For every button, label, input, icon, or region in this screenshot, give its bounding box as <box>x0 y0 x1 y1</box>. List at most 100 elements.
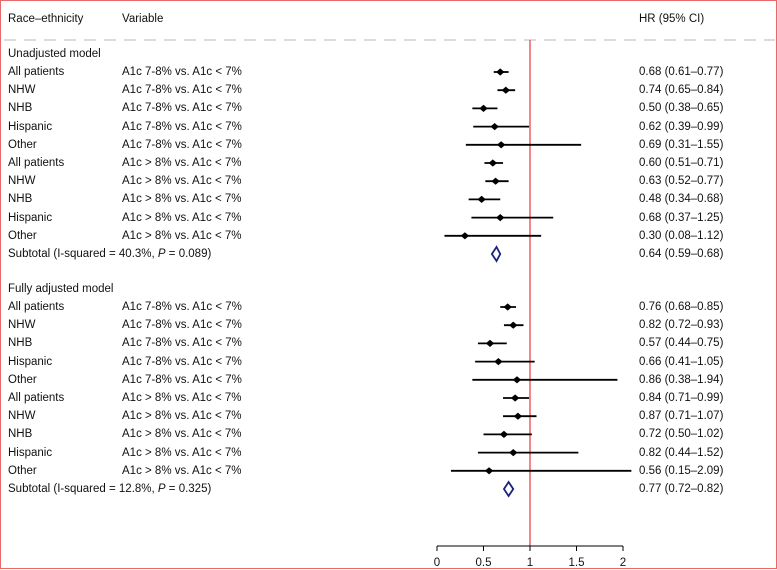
row-variable-label: A1c 7-8% vs. A1c < 7% <box>122 84 242 97</box>
header-variable: Variable <box>122 13 164 25</box>
row-group-label: Hispanic <box>8 120 53 133</box>
subtotal-hr-text: 0.64 (0.59–0.68) <box>639 248 724 260</box>
hr-point <box>460 232 470 240</box>
hr-point <box>485 339 495 347</box>
row-variable-label: A1c 7-8% vs. A1c < 7% <box>122 66 242 78</box>
row-variable-label: A1c 7-8% vs. A1c < 7% <box>122 319 242 332</box>
row-hr-text: 0.68 (0.37–1.25) <box>639 211 724 224</box>
row-group-label: NHB <box>8 428 33 441</box>
row-hr-text: 0.74 (0.65–0.84) <box>639 84 724 97</box>
row-group-label: Hispanic <box>8 355 53 368</box>
row-variable-label: A1c 7-8% vs. A1c < 7% <box>122 138 242 151</box>
row-hr-text: 0.56 (0.15–2.09) <box>639 464 724 477</box>
row-variable-label: A1c > 8% vs. A1c < 7% <box>122 211 242 224</box>
hr-point <box>501 86 511 94</box>
hr-point <box>479 104 488 112</box>
header-group: Race–ethnicity <box>8 13 84 25</box>
hr-point <box>488 159 497 167</box>
row-group-label: All patients <box>8 157 65 169</box>
subtotal-diamond <box>502 480 515 498</box>
row-group-label: NHW <box>8 319 36 332</box>
row-variable-label: A1c > 8% vs. A1c < 7% <box>122 193 242 206</box>
section-title: Unadjusted model <box>8 48 101 60</box>
row-variable-label: A1c 7-8% vs. A1c < 7% <box>122 102 242 115</box>
row-hr-text: 0.50 (0.38–0.65) <box>639 102 724 115</box>
row-hr-text: 0.57 (0.44–0.75) <box>639 337 724 350</box>
hr-point <box>503 303 512 311</box>
section-title: Fully adjusted model <box>8 283 114 295</box>
row-hr-text: 0.62 (0.39–0.99) <box>639 120 724 133</box>
x-axis-tick-label: 1.5 <box>568 557 585 569</box>
row-hr-text: 0.63 (0.52–0.77) <box>639 175 724 188</box>
hr-point <box>496 68 505 76</box>
row-group-label: Other <box>8 138 37 151</box>
subtotal-p-label: P <box>157 483 166 495</box>
row-variable-label: A1c > 8% vs. A1c < 7% <box>122 157 242 169</box>
hr-point <box>494 358 503 366</box>
row-hr-text: 0.76 (0.68–0.85) <box>639 301 724 313</box>
hr-point <box>491 177 500 185</box>
row-group-label: Hispanic <box>8 211 53 224</box>
row-hr-text: 0.84 (0.71–0.99) <box>639 392 724 404</box>
row-hr-text: 0.48 (0.34–0.68) <box>639 193 724 206</box>
row-hr-text: 0.82 (0.72–0.93) <box>639 319 724 332</box>
row-group-label: NHW <box>8 84 36 97</box>
row-group-label: NHB <box>8 337 33 350</box>
row-variable-label: A1c 7-8% vs. A1c < 7% <box>122 355 242 368</box>
hr-point <box>484 467 494 475</box>
row-group-label: Other <box>8 464 37 477</box>
row-group-label: All patients <box>8 66 65 78</box>
x-axis-tick-label: 1 <box>526 557 534 569</box>
row-hr-text: 0.72 (0.50–1.02) <box>639 428 724 441</box>
row-group-label: Other <box>8 229 37 242</box>
row-hr-text: 0.82 (0.44–1.52) <box>639 446 724 459</box>
row-variable-label: A1c > 8% vs. A1c < 7% <box>122 392 242 404</box>
row-hr-text: 0.86 (0.38–1.94) <box>639 373 724 386</box>
hr-point <box>499 430 509 438</box>
hr-point <box>496 141 506 149</box>
hr-point <box>490 123 499 131</box>
row-group-label: NHW <box>8 410 36 423</box>
row-hr-text: 0.66 (0.41–1.05) <box>639 355 724 368</box>
row-hr-text: 0.69 (0.31–1.55) <box>639 138 724 151</box>
subtotal-p-value: = 0.325) <box>165 483 212 495</box>
subtotal-p-value: = 0.089) <box>165 248 212 260</box>
row-variable-label: A1c > 8% vs. A1c < 7% <box>122 446 242 459</box>
row-hr-text: 0.60 (0.51–0.71) <box>639 157 724 169</box>
subtotal-label: Subtotal (I-squared = 12.8%, <box>8 483 158 495</box>
subtotal-p-label: P <box>157 248 166 260</box>
row-variable-label: A1c 7-8% vs. A1c < 7% <box>122 373 242 386</box>
row-variable-label: A1c > 8% vs. A1c < 7% <box>122 464 242 477</box>
x-axis-tick-label: 0 <box>433 557 441 569</box>
row-variable-label: A1c > 8% vs. A1c < 7% <box>122 428 242 441</box>
row-group-label: Other <box>8 373 37 386</box>
hr-point <box>510 394 520 402</box>
row-variable-label: A1c 7-8% vs. A1c < 7% <box>122 337 242 350</box>
row-group-label: NHB <box>8 193 33 206</box>
row-group-label: All patients <box>8 301 65 313</box>
row-group-label: All patients <box>8 392 65 404</box>
x-axis-tick-label: 0.5 <box>475 557 492 569</box>
hr-point <box>512 376 522 384</box>
row-variable-label: A1c > 8% vs. A1c < 7% <box>122 229 242 242</box>
hr-point <box>509 321 518 329</box>
hr-point <box>513 412 523 420</box>
row-variable-label: A1c > 8% vs. A1c < 7% <box>122 175 242 188</box>
subtotal-label: Subtotal (I-squared = 40.3%, <box>8 248 158 260</box>
row-hr-text: 0.30 (0.08–1.12) <box>639 229 724 242</box>
row-group-label: Hispanic <box>8 446 53 459</box>
row-hr-text: 0.87 (0.71–1.07) <box>639 410 724 423</box>
subtotal-hr-text: 0.77 (0.72–0.82) <box>639 483 724 495</box>
subtotal-diamond <box>490 245 502 263</box>
row-variable-label: A1c > 8% vs. A1c < 7% <box>122 410 242 423</box>
subtotal-label: Subtotal (I-squared = 12.8%, P = 0.325) <box>8 482 211 496</box>
row-group-label: NHW <box>8 175 36 188</box>
x-axis-tick-label: 2 <box>619 557 627 569</box>
header-estimate: HR (95% CI) <box>639 13 705 25</box>
subtotal-label: Subtotal (I-squared = 40.3%, P = 0.089) <box>8 247 211 261</box>
hr-point <box>496 214 505 222</box>
row-variable-label: A1c 7-8% vs. A1c < 7% <box>122 301 242 313</box>
row-hr-text: 0.68 (0.61–0.77) <box>639 66 724 78</box>
hr-point <box>477 195 486 203</box>
